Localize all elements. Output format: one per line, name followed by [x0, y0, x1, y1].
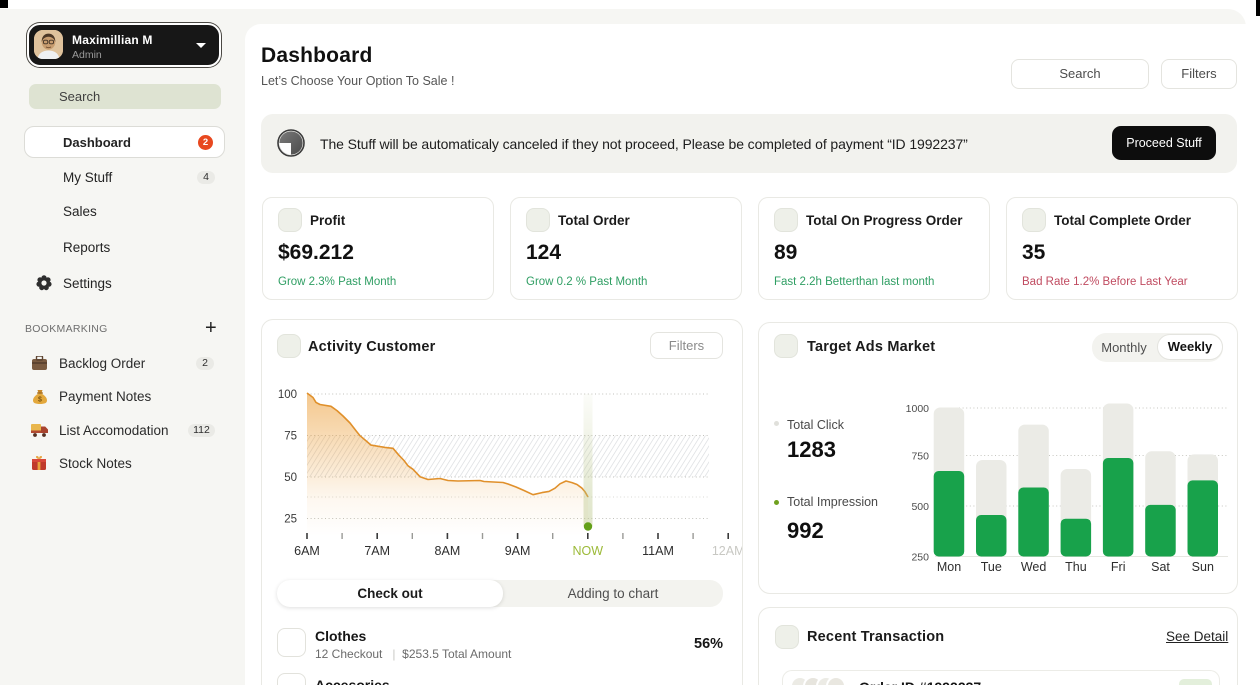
svg-text:Thu: Thu	[1065, 560, 1087, 574]
svg-text:Tue: Tue	[981, 560, 1002, 574]
svg-text:Wed: Wed	[1021, 560, 1047, 574]
svg-text:75: 75	[284, 431, 297, 443]
svg-text:6AM: 6AM	[294, 544, 320, 558]
svg-text:$: $	[38, 397, 42, 404]
svg-text:750: 750	[911, 451, 929, 463]
svg-text:500: 500	[911, 501, 929, 513]
svg-text:9AM: 9AM	[505, 544, 531, 558]
svg-text:50: 50	[284, 472, 297, 484]
svg-text:12AM: 12AM	[712, 544, 742, 558]
svg-text:Fri: Fri	[1111, 560, 1126, 574]
svg-text:Mon: Mon	[937, 560, 961, 574]
svg-text:25: 25	[284, 514, 297, 526]
svg-text:11AM: 11AM	[642, 544, 674, 558]
svg-text:100: 100	[278, 389, 297, 401]
svg-text:Sat: Sat	[1151, 560, 1170, 574]
svg-text:250: 250	[911, 552, 929, 564]
svg-text:Sun: Sun	[1192, 560, 1214, 574]
svg-text:8AM: 8AM	[435, 544, 461, 558]
svg-text:7AM: 7AM	[364, 544, 390, 558]
svg-text:1000: 1000	[906, 403, 930, 415]
svg-text:NOW: NOW	[573, 544, 604, 558]
